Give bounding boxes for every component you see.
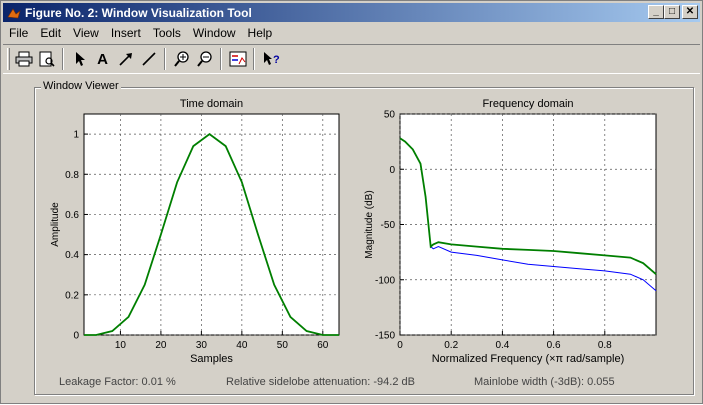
x-tick-label: 50 [277, 340, 289, 351]
series-line-1 [399, 137, 657, 275]
x-axis-label: Normalized Frequency (×π rad/sample) [432, 353, 625, 365]
legend-icon[interactable] [226, 48, 249, 70]
print-preview-icon[interactable] [35, 48, 58, 70]
y-tick-label: 0.2 [65, 290, 79, 301]
y-tick-label: -50 [381, 220, 396, 231]
minimize-button[interactable]: _ [648, 5, 664, 19]
menu-edit[interactable]: Edit [40, 26, 62, 40]
y-tick-label: 0 [73, 331, 79, 342]
y-tick-label: 1 [73, 130, 79, 141]
menu-tools[interactable]: Tools [152, 26, 181, 40]
menu-view[interactable]: View [73, 26, 99, 40]
x-tick-label: 40 [236, 340, 248, 351]
status-row: Leakage Factor: 0.01 % Relative sidelobe… [1, 376, 703, 392]
window-title: Figure No. 2: Window Visualization Tool [25, 5, 252, 20]
close-button[interactable]: ✕ [682, 5, 698, 19]
title-bar[interactable]: Figure No. 2: Window Visualization Tool … [3, 3, 700, 22]
x-tick-label: 0.2 [444, 340, 458, 351]
x-axis-label: Samples [190, 353, 233, 365]
toolbar-separator [62, 48, 64, 70]
menu-file[interactable]: File [9, 26, 29, 40]
mainlobe-width-label: Mainlobe width (-3dB): 0.055 [474, 376, 615, 388]
toolbar-grip[interactable] [7, 48, 10, 70]
x-tick-label: 0.8 [598, 340, 612, 351]
y-tick-label: 0.8 [65, 170, 79, 181]
x-tick-label: 10 [115, 340, 127, 351]
y-tick-label: 0.6 [65, 210, 79, 221]
matlab-logo-icon [7, 6, 21, 20]
x-tick-label: 0.6 [547, 340, 561, 351]
whats-this-help-icon[interactable]: ? [259, 48, 282, 70]
svg-text:?: ? [273, 54, 280, 66]
panel-label: Window Viewer [41, 80, 121, 92]
x-tick-label: 0.4 [495, 340, 509, 351]
chart-0: 10 20 30 40 50 60 0 0.2 0.4 0.6 0.8 1 Time domain Sam… [50, 98, 340, 365]
x-tick-label: 30 [196, 340, 208, 351]
y-tick-label: -100 [375, 275, 395, 286]
sidelobe-attenuation-label: Relative sidelobe attenuation: -94.2 dB [226, 376, 415, 388]
zoom-in-icon[interactable] [170, 48, 193, 70]
series-line-1 [84, 132, 339, 336]
plot-area[interactable] [399, 113, 657, 336]
print-icon[interactable] [12, 48, 35, 70]
menu-insert[interactable]: Insert [110, 26, 141, 40]
plot-area[interactable] [83, 113, 340, 336]
x-tick-label: 60 [317, 340, 329, 351]
toolbar-separator [220, 48, 222, 70]
chart-title: Time domain [180, 98, 243, 110]
y-axis-label: Magnitude (dB) [364, 190, 375, 258]
x-tick-label: 0 [397, 340, 403, 351]
maximize-button[interactable]: □ [664, 5, 680, 19]
insert-line-icon[interactable] [137, 48, 160, 70]
insert-text-icon[interactable]: A [91, 48, 114, 70]
y-axis-label: Amplitude [50, 202, 61, 247]
y-tick-label: -150 [375, 331, 395, 342]
chart-1: 0 0.2 0.4 0.6 0.8 50 0 -50 -100 -150 Frequency dom… [364, 98, 657, 365]
leakage-factor-label: Leakage Factor: 0.01 % [59, 376, 176, 388]
select-arrow-icon[interactable] [68, 48, 91, 70]
menu-window[interactable]: Window [192, 26, 236, 40]
zoom-out-icon[interactable] [193, 48, 216, 70]
y-tick-label: 0.4 [65, 250, 79, 261]
y-tick-label: 50 [384, 110, 396, 121]
window-viewer-panel [34, 87, 694, 395]
x-tick-label: 20 [155, 340, 167, 351]
toolbar-separator [253, 48, 255, 70]
chart-title: Frequency domain [482, 98, 573, 110]
toolbar-separator [164, 48, 166, 70]
y-tick-label: 0 [389, 165, 395, 176]
insert-arrow-icon[interactable] [114, 48, 137, 70]
toolbar: A [3, 44, 700, 74]
menu-bar: File Edit View Insert Tools Window Help [3, 23, 700, 43]
insert-text-glyph: A [97, 50, 108, 68]
menu-help[interactable]: Help [247, 26, 273, 40]
